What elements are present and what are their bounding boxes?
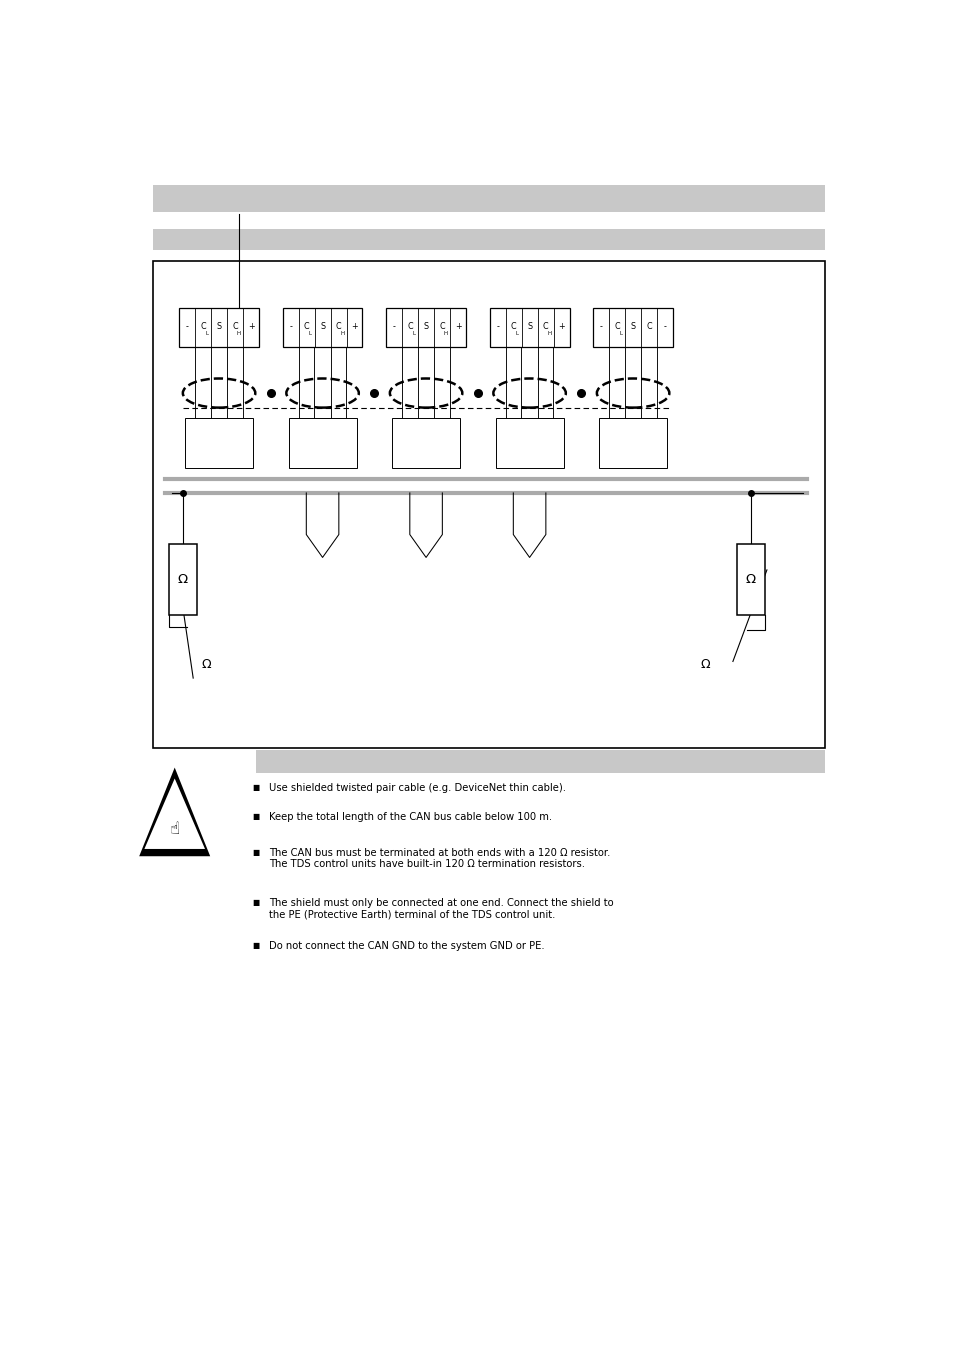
Text: S: S bbox=[630, 323, 635, 331]
Bar bbox=[282, 308, 362, 347]
Text: H: H bbox=[236, 331, 240, 336]
Text: The shield must only be connected at one end. Connect the shield to
the PE (Prot: The shield must only be connected at one… bbox=[269, 897, 613, 919]
Text: S: S bbox=[526, 323, 532, 331]
Text: Ω: Ω bbox=[745, 573, 755, 586]
Bar bbox=[386, 308, 465, 347]
Text: Keep the total length of the CAN bus cable below 100 m.: Keep the total length of the CAN bus cab… bbox=[269, 812, 551, 823]
Text: S: S bbox=[423, 323, 428, 331]
Bar bbox=[392, 417, 459, 467]
Text: ■: ■ bbox=[253, 784, 259, 792]
Text: C: C bbox=[200, 323, 206, 331]
Bar bbox=[152, 228, 824, 250]
Text: +: + bbox=[558, 323, 564, 331]
Bar bbox=[496, 417, 563, 467]
Text: L: L bbox=[309, 331, 312, 336]
Text: -: - bbox=[393, 323, 395, 331]
Text: L: L bbox=[516, 331, 518, 336]
Text: Do not connect the CAN GND to the system GND or PE.: Do not connect the CAN GND to the system… bbox=[269, 942, 543, 951]
Text: H: H bbox=[547, 331, 551, 336]
Text: ■: ■ bbox=[253, 942, 259, 950]
Text: H: H bbox=[443, 331, 447, 336]
Text: Ω: Ω bbox=[700, 658, 709, 671]
Bar bbox=[255, 750, 824, 773]
Text: ■: ■ bbox=[253, 847, 259, 857]
Bar bbox=[289, 417, 356, 467]
Bar bbox=[489, 308, 569, 347]
Text: C: C bbox=[303, 323, 309, 331]
Bar bbox=[169, 544, 196, 615]
Text: H: H bbox=[340, 331, 344, 336]
Text: The CAN bus must be terminated at both ends with a 120 Ω resistor.
The TDS contr: The CAN bus must be terminated at both e… bbox=[269, 847, 609, 869]
Bar bbox=[152, 261, 824, 748]
Text: L: L bbox=[618, 331, 621, 336]
Text: C: C bbox=[542, 323, 548, 331]
Text: C: C bbox=[614, 323, 619, 331]
Bar bbox=[593, 308, 672, 347]
Polygon shape bbox=[139, 767, 210, 857]
Text: -: - bbox=[186, 323, 189, 331]
Text: +: + bbox=[455, 323, 461, 331]
Text: C: C bbox=[510, 323, 516, 331]
Bar bbox=[736, 544, 764, 615]
Text: -: - bbox=[599, 323, 602, 331]
Text: S: S bbox=[319, 323, 325, 331]
Text: -: - bbox=[663, 323, 666, 331]
Polygon shape bbox=[144, 778, 205, 848]
Text: ☝: ☝ bbox=[170, 820, 179, 838]
Bar bbox=[152, 185, 824, 212]
Bar bbox=[185, 417, 253, 467]
Text: -: - bbox=[496, 323, 498, 331]
Text: Ω: Ω bbox=[201, 658, 211, 671]
Text: C: C bbox=[407, 323, 413, 331]
Text: ■: ■ bbox=[253, 897, 259, 907]
Text: L: L bbox=[205, 331, 208, 336]
Bar bbox=[179, 308, 258, 347]
Text: C: C bbox=[645, 323, 651, 331]
Text: S: S bbox=[216, 323, 221, 331]
Text: C: C bbox=[438, 323, 444, 331]
Text: +: + bbox=[351, 323, 357, 331]
Text: Ω: Ω bbox=[177, 573, 188, 586]
Text: C: C bbox=[232, 323, 237, 331]
Text: Use shielded twisted pair cable (e.g. DeviceNet thin cable).: Use shielded twisted pair cable (e.g. De… bbox=[269, 784, 565, 793]
Bar bbox=[598, 417, 666, 467]
Text: -: - bbox=[289, 323, 292, 331]
Text: ■: ■ bbox=[253, 812, 259, 821]
Text: L: L bbox=[412, 331, 415, 336]
Text: +: + bbox=[248, 323, 254, 331]
Text: C: C bbox=[335, 323, 341, 331]
